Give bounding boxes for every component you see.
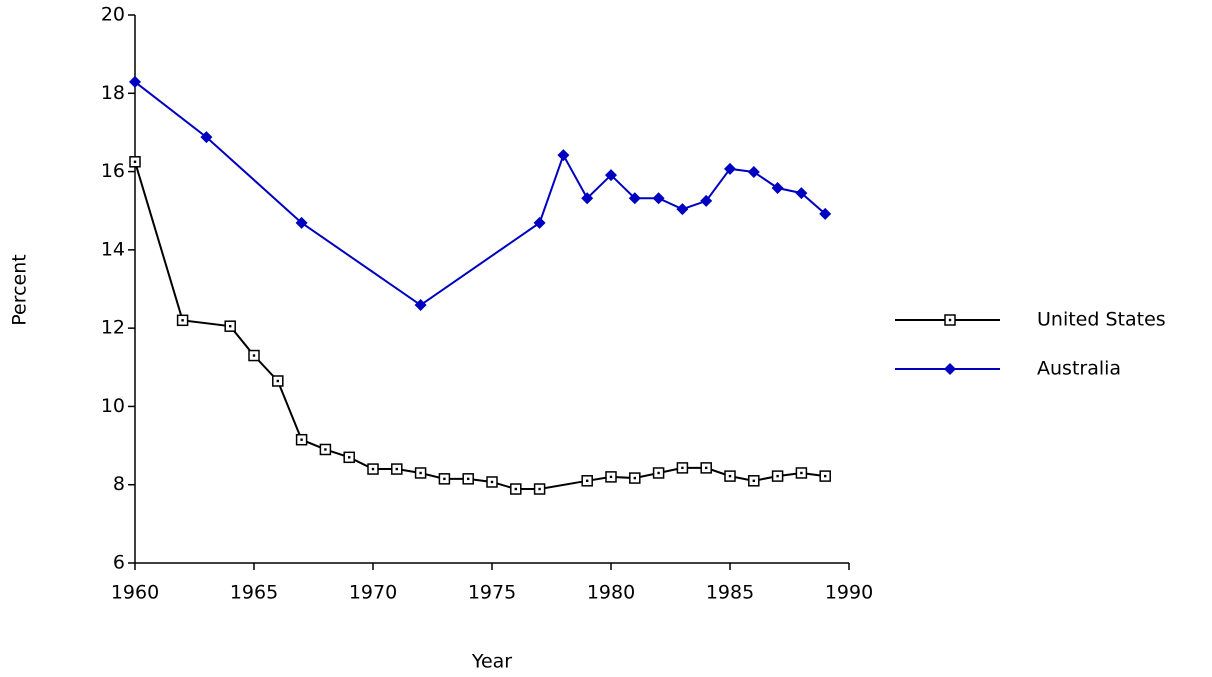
marker <box>414 299 427 312</box>
legend-label: United States <box>1037 309 1166 331</box>
marker <box>628 192 641 205</box>
marker <box>700 194 713 207</box>
y-tick-label: 6 <box>113 552 125 574</box>
marker-dot <box>419 471 422 475</box>
marker-dot <box>490 480 494 484</box>
marker <box>295 216 308 229</box>
marker <box>724 162 736 175</box>
marker-dot <box>300 438 303 441</box>
y-tick-label: 8 <box>113 473 125 495</box>
x-tick-label: 1970 <box>349 582 397 604</box>
marker <box>652 192 665 205</box>
marker-dot <box>276 379 279 383</box>
y-axis-label: Percent <box>9 254 31 326</box>
marker <box>795 187 808 200</box>
series-line <box>134 81 826 307</box>
y-tick-label: 12 <box>101 317 125 339</box>
marker-dot <box>229 324 232 328</box>
y-tick-label: 18 <box>101 82 125 104</box>
marker-dot <box>824 474 827 478</box>
x-tick-label: 1980 <box>587 582 635 604</box>
x-tick-label: 1965 <box>230 582 278 604</box>
marker <box>771 182 784 195</box>
marker-dot <box>609 475 613 479</box>
x-tick-label: 1985 <box>706 582 754 604</box>
marker <box>533 216 546 229</box>
marker-dot <box>371 467 375 471</box>
marker-dot <box>395 467 398 471</box>
marker-dot <box>348 456 351 459</box>
marker-dot <box>681 466 684 470</box>
y-tick-label: 14 <box>101 238 125 260</box>
marker <box>557 149 570 162</box>
marker <box>676 203 689 216</box>
marker-dot <box>800 471 803 475</box>
marker-dot <box>252 354 256 357</box>
marker-dot <box>657 471 660 475</box>
marker-dot <box>133 160 137 163</box>
legend-label: Australia <box>1037 358 1121 380</box>
marker-dot <box>948 318 952 322</box>
legend-marker <box>944 363 956 375</box>
y-tick-label: 10 <box>101 395 125 417</box>
x-axis-label: Year <box>471 651 512 673</box>
marker <box>581 192 594 205</box>
marker-dot <box>705 466 708 470</box>
marker <box>819 207 832 220</box>
marker-dot <box>752 479 755 482</box>
y-tick-label: 16 <box>101 160 125 182</box>
marker-dot <box>443 477 446 481</box>
marker <box>129 75 141 88</box>
marker-dot <box>728 474 732 478</box>
marker-dot <box>181 319 184 322</box>
marker <box>200 131 213 144</box>
marker <box>747 165 760 178</box>
marker-dot <box>586 479 589 482</box>
y-tick-label: 20 <box>101 4 125 26</box>
x-tick-label: 1975 <box>468 582 516 604</box>
x-tick-label: 1990 <box>825 582 873 604</box>
marker-dot <box>633 476 636 480</box>
marker-dot <box>324 448 327 451</box>
marker <box>605 169 617 182</box>
marker-dot <box>776 474 779 478</box>
marker-dot <box>538 487 541 491</box>
marker-dot <box>467 477 470 481</box>
x-tick-label: 1960 <box>111 582 159 604</box>
series-line <box>134 161 826 491</box>
marker-dot <box>514 487 517 491</box>
